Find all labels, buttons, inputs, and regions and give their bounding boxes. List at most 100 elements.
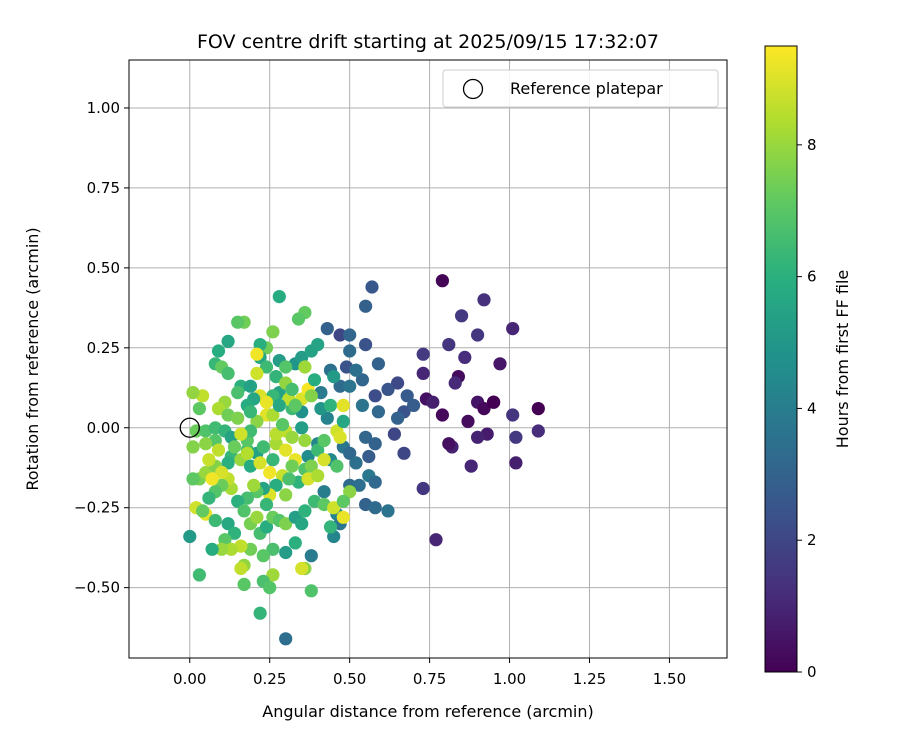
data-point <box>237 504 251 518</box>
data-point <box>199 437 213 451</box>
data-point <box>371 357 385 371</box>
data-point <box>215 542 229 556</box>
data-point <box>429 533 443 547</box>
data-point <box>250 347 264 361</box>
data-point <box>368 389 382 403</box>
colorbar: 0 2 4 6 8 Hours from first FF file <box>764 45 852 681</box>
data-point <box>221 334 235 348</box>
data-point <box>259 497 274 512</box>
data-point <box>381 382 395 396</box>
data-point <box>192 402 206 416</box>
data-point <box>259 360 274 374</box>
legend-marker <box>462 78 484 100</box>
y-tick-label: 0.00 <box>87 419 120 437</box>
x-tick-label: 0.50 <box>333 670 366 688</box>
data-point <box>317 453 331 467</box>
plot-area <box>129 60 727 658</box>
data-point <box>362 449 376 464</box>
data-point <box>477 402 491 416</box>
data-point <box>317 433 331 448</box>
colorbar-ticks: 0 2 4 6 8 <box>797 136 817 681</box>
data-point <box>282 472 296 486</box>
colorbar-tick-label: 2 <box>807 531 817 549</box>
data-point <box>256 440 270 454</box>
data-point <box>359 338 373 352</box>
data-point <box>323 520 338 534</box>
y-tick-label: 0.75 <box>87 179 120 197</box>
y-tick-label: 0.25 <box>87 339 120 357</box>
data-point <box>387 427 401 441</box>
data-point <box>333 430 347 444</box>
data-point <box>231 315 245 329</box>
data-point <box>426 395 440 409</box>
data-point <box>279 632 293 646</box>
data-point <box>279 360 293 374</box>
data-point <box>298 433 312 448</box>
data-point <box>471 430 485 444</box>
data-point <box>336 494 350 508</box>
data-point <box>435 408 449 422</box>
x-ticks: 0.00 0.25 0.50 0.75 1.00 1.25 1.50 <box>173 658 686 688</box>
data-point <box>448 376 462 390</box>
data-point <box>269 370 283 384</box>
data-point <box>211 344 226 358</box>
data-point <box>352 478 366 492</box>
data-point <box>493 357 507 371</box>
x-tick-label: 0.75 <box>413 670 446 688</box>
data-point <box>477 293 491 307</box>
data-point <box>343 328 357 342</box>
data-point <box>266 325 280 339</box>
data-point <box>243 379 258 393</box>
x-tick-label: 1.00 <box>493 670 526 688</box>
data-point <box>234 427 248 441</box>
data-point <box>272 398 286 412</box>
plot-frame <box>128 59 728 659</box>
data-point <box>285 382 299 396</box>
data-point <box>221 517 235 531</box>
data-point <box>307 373 322 387</box>
data-point <box>266 542 280 556</box>
data-point <box>359 430 373 444</box>
data-point <box>215 465 229 480</box>
legend: Reference platepar <box>442 69 719 108</box>
data-point <box>186 472 200 486</box>
data-point <box>224 542 238 556</box>
data-point <box>355 373 369 387</box>
data-point <box>266 408 280 422</box>
data-point <box>288 398 302 412</box>
data-point <box>211 402 226 416</box>
data-point <box>234 561 248 576</box>
data-point <box>205 542 219 556</box>
data-point <box>381 504 395 518</box>
data-point <box>330 459 344 473</box>
colorbar-gradient <box>765 46 797 672</box>
data-point <box>343 344 357 358</box>
x-axis-label: Angular distance from reference (arcmin) <box>262 702 593 721</box>
data-point <box>416 481 430 496</box>
data-point <box>317 485 331 499</box>
data-point <box>269 437 283 451</box>
data-point <box>205 472 219 486</box>
data-point <box>336 510 350 524</box>
y-axis-label: Rotation from reference (arcmin) <box>23 227 42 490</box>
y-tick-label: −0.50 <box>74 579 120 597</box>
colorbar-label: Hours from first FF file <box>833 270 852 449</box>
data-point <box>285 459 299 473</box>
data-point <box>259 520 274 534</box>
data-point <box>186 386 200 400</box>
data-point <box>458 350 472 364</box>
data-point <box>266 453 280 467</box>
data-point <box>259 395 274 409</box>
data-point <box>368 437 382 451</box>
data-point <box>368 501 382 515</box>
data-point <box>183 529 197 544</box>
colorbar-tick-label: 6 <box>807 268 817 286</box>
data-point <box>279 517 293 531</box>
data-point <box>365 280 379 294</box>
legend-box <box>442 69 719 108</box>
data-point <box>531 424 545 438</box>
data-point <box>304 459 318 473</box>
data-point <box>202 453 216 467</box>
data-point <box>333 328 347 342</box>
